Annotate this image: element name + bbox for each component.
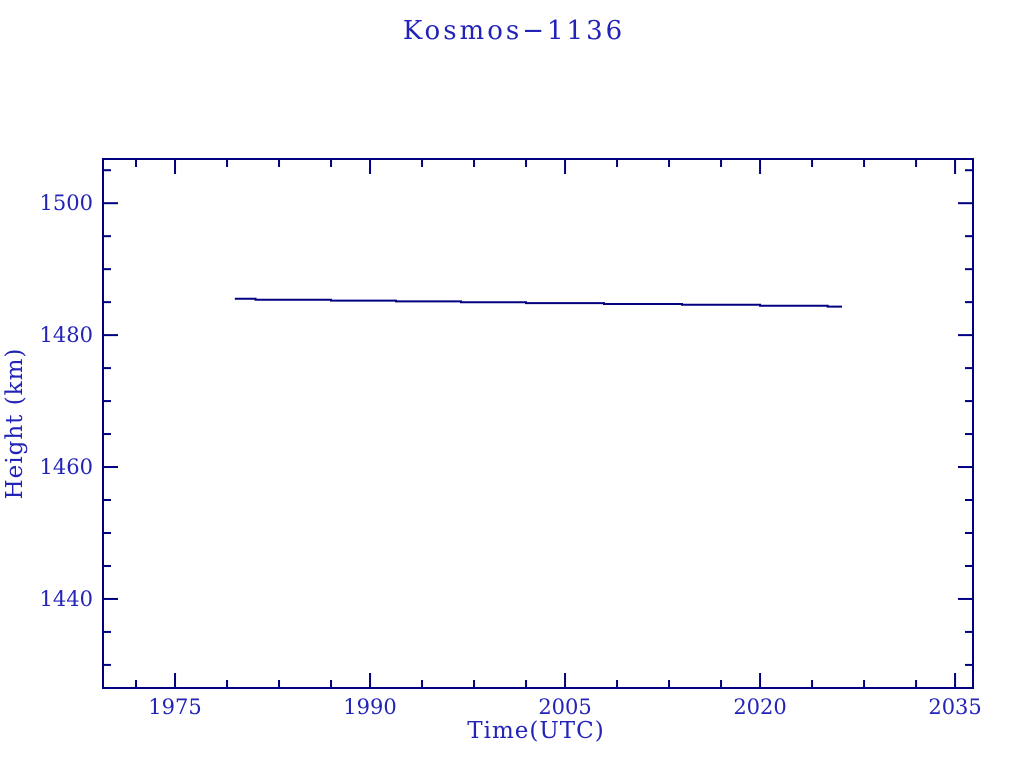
plot-frame [102, 158, 974, 689]
y-tick-label: 1440 [40, 587, 93, 611]
x-tick-label: 2035 [928, 695, 981, 719]
axis-tick-labels: 1975 1990 2005 2020 2035 1440 1460 1480 1500 [40, 191, 982, 719]
x-tick-label: 1975 [148, 695, 201, 719]
chart-title: Kosmos−1136 [403, 16, 625, 46]
x-axis-title: Time(UTC) [467, 718, 604, 744]
x-tick-label: 2005 [538, 695, 591, 719]
y-axis-title: Height (km) [2, 348, 28, 500]
y-tick-label: 1500 [40, 191, 93, 215]
y-tick-label: 1460 [40, 455, 93, 479]
x-tick-label: 2020 [733, 695, 786, 719]
x-tick-label: 1990 [343, 695, 396, 719]
height-series-line [234, 297, 842, 308]
axis-ticks [103, 159, 973, 688]
y-tick-label: 1480 [40, 323, 93, 347]
